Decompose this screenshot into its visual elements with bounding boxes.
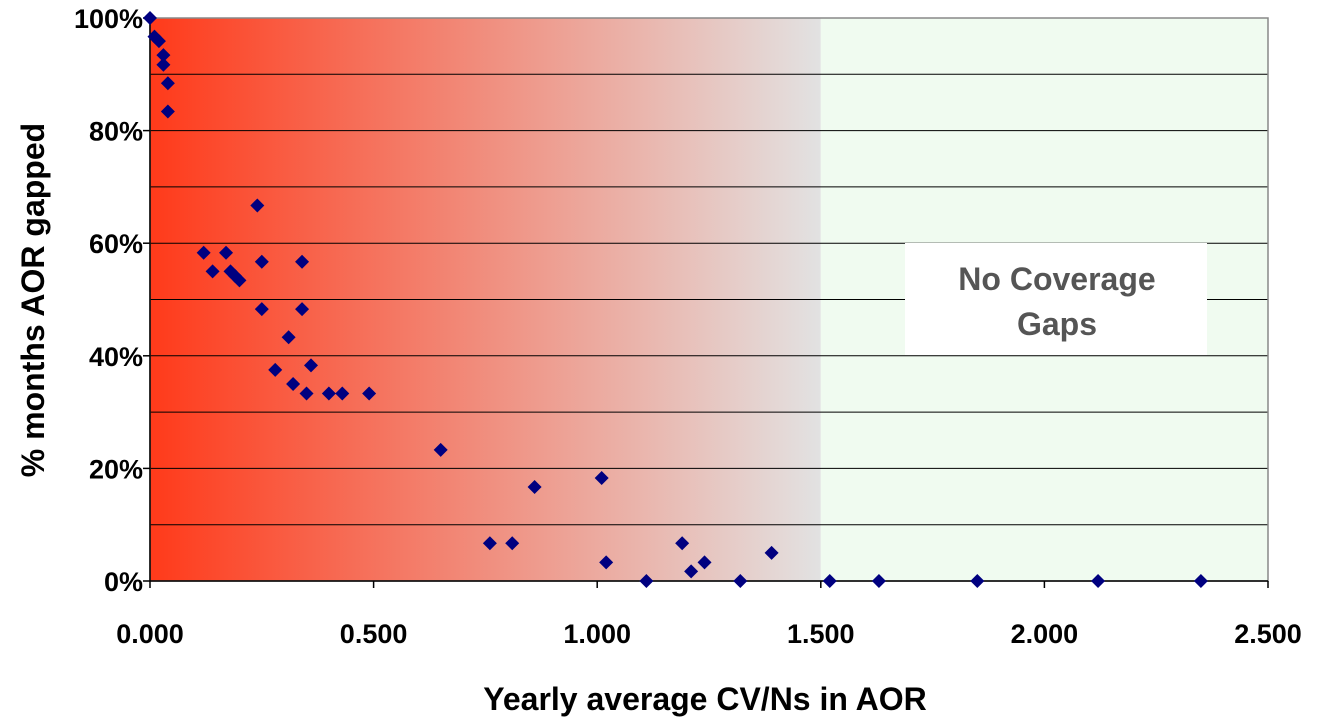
data-point (684, 564, 699, 579)
axes (143, 17, 1269, 588)
data-point (299, 386, 314, 401)
data-point (143, 11, 157, 25)
x-tick-label: 0.500 (340, 619, 408, 649)
x-tick-label: 2.000 (1011, 619, 1079, 649)
data-point (286, 376, 301, 391)
data-point (433, 442, 448, 457)
data-point (219, 245, 234, 260)
data-point (1193, 574, 1208, 588)
data-point (303, 358, 318, 373)
data-point (156, 57, 171, 72)
data-point (871, 574, 886, 588)
y-tick-label: 0% (104, 567, 143, 597)
data-point (250, 198, 265, 213)
data-point (268, 362, 283, 377)
y-axis-title: % months AOR gapped (15, 123, 51, 477)
x-tick-label: 1.000 (563, 619, 631, 649)
x-tick-label: 1.500 (787, 619, 855, 649)
x-axis-title: Yearly average CV/Ns in AOR (483, 681, 926, 717)
data-point (594, 470, 609, 485)
y-tick-label: 20% (89, 454, 143, 484)
data-point (151, 34, 166, 49)
data-point (697, 555, 712, 570)
y-tick-label: 100% (74, 4, 143, 34)
data-point (822, 574, 837, 588)
data-point (254, 302, 269, 317)
data-point (764, 545, 779, 560)
x-tick-label: 2.500 (1234, 619, 1302, 649)
data-point (527, 479, 542, 494)
data-point (205, 264, 220, 279)
data-point (1091, 574, 1106, 588)
data-point (733, 574, 748, 588)
annotation-line: No Coverage (958, 261, 1155, 297)
data-point (232, 273, 247, 288)
data-point (482, 536, 497, 551)
data-point (675, 536, 690, 551)
data-point (362, 386, 377, 401)
y-tick-label: 40% (89, 342, 143, 372)
gridlines (150, 17, 1268, 526)
data-point (321, 386, 336, 401)
annotation-box (905, 243, 1207, 355)
data-point (160, 104, 175, 119)
data-point (639, 574, 654, 588)
annotation-line: Gaps (1017, 306, 1097, 342)
data-point (156, 48, 171, 63)
data-point (295, 254, 310, 269)
y-tick-label: 80% (89, 117, 143, 147)
data-points (143, 11, 1208, 588)
data-point (599, 555, 614, 570)
y-tick-label: 60% (89, 229, 143, 259)
data-point (281, 330, 296, 345)
data-point (196, 245, 211, 260)
data-point (254, 254, 269, 269)
data-point (335, 386, 350, 401)
data-point (505, 536, 520, 551)
no-coverage-annotation: No Coverage Gaps (905, 243, 1207, 355)
data-point (295, 302, 310, 317)
data-point (970, 574, 985, 588)
data-point (160, 76, 175, 91)
tick-labels: 0.000 0.500 1.000 1.500 2.000 2.500 0% 20% 40% 60… (74, 4, 1302, 649)
x-tick-label: 0.000 (116, 619, 184, 649)
